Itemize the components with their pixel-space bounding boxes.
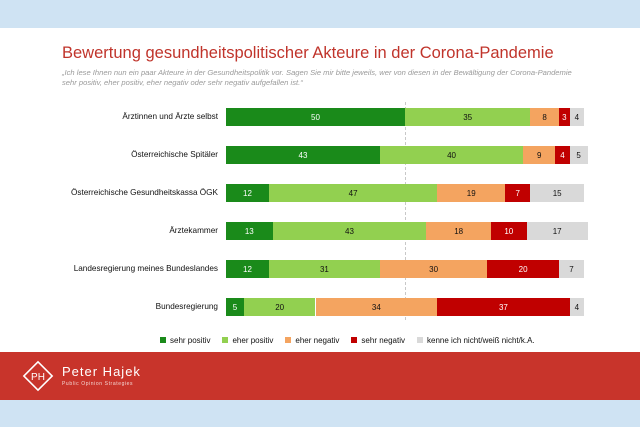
chart-legend: sehr positiv eher positiv eher negativ sehr…	[160, 333, 620, 347]
bar-kenne-ich-nicht-weiss-nicht-k-a: 7	[558, 260, 584, 278]
bar-value-label: 20	[275, 302, 285, 312]
bar-eher-negativ: 34	[315, 298, 438, 316]
bar-value-label: 40	[447, 150, 456, 160]
bar-kenne-ich-nicht-weiss-nicht-k-a: 5	[569, 146, 588, 164]
bar-sehr-negativ: 3	[558, 108, 570, 126]
bar-value-label: 19	[466, 188, 476, 198]
bar-value-label: 17	[552, 226, 562, 236]
bar-sehr-negativ: 20	[487, 260, 559, 278]
bar-value-label: 43	[298, 150, 308, 160]
legend-swatch	[222, 337, 229, 343]
legend-label: eher negativ	[295, 335, 340, 345]
bar-value-label: 12	[243, 188, 252, 198]
bar-eher-positiv: 20	[243, 298, 316, 316]
bar-sehr-negativ: 10	[490, 222, 527, 240]
bar-value-label: 4	[574, 112, 580, 122]
bar-eher-negativ: 9	[523, 146, 556, 164]
bar-value-label: 7	[515, 188, 520, 198]
bar-value-label: 5	[576, 150, 581, 160]
category-label: Österreichische Spitäler	[131, 150, 218, 159]
bar-value-label: 5	[232, 302, 238, 312]
bar-value-label: 20	[518, 264, 528, 274]
bar-value-label: 47	[348, 188, 358, 198]
legend-item-kenne-ich-nicht-weiss-nicht-k-a: kenne ich nicht/weiß nicht/k.A.	[417, 336, 535, 345]
legend-label: kenne ich nicht/weiß nicht/k.A.	[427, 335, 535, 345]
bar-value-label: 10	[504, 226, 514, 236]
category-label: Ärztinnen und Ärzte selbst	[122, 112, 218, 121]
category-label: Landesregierung meines Bundeslandes	[73, 264, 218, 273]
category-label: Bundesregierung	[155, 302, 218, 311]
bar-value-label: 34	[371, 302, 381, 312]
legend-swatch	[285, 337, 292, 343]
bar-eher-negativ: 30	[379, 260, 488, 278]
logo-letters: PH	[31, 372, 45, 383]
bar-sehr-positiv: 50	[226, 108, 405, 126]
bar-sehr-negativ: 7	[505, 184, 531, 202]
bar-value-label: 8	[542, 112, 547, 122]
bar-eher-positiv: 35	[405, 108, 531, 126]
legend-label: sehr positiv	[170, 335, 211, 345]
brand-subtitle: Public Opinion Strategies	[62, 381, 134, 387]
bar-value-label: 15	[552, 188, 562, 198]
bar-value-label: 31	[319, 264, 329, 274]
bar-sehr-positiv: 43	[226, 146, 380, 164]
ph-logo-icon: PH	[22, 360, 54, 392]
bar-value-label: 35	[463, 112, 473, 122]
bar-sehr-positiv: 13	[226, 222, 273, 240]
bar-sehr-positiv: 12	[226, 260, 269, 278]
bar-value-label: 7	[569, 264, 574, 274]
legend-swatch	[417, 337, 424, 343]
bar-sehr-positiv: 5	[226, 298, 244, 316]
bar-eher-negativ: 8	[530, 108, 559, 126]
brand-name: Peter Hajek	[62, 364, 141, 379]
bar-eher-positiv: 43	[272, 222, 427, 240]
bar-value-label: 4	[574, 302, 580, 312]
bar-sehr-positiv: 12	[226, 184, 269, 202]
bar-kenne-ich-nicht-weiss-nicht-k-a: 17	[526, 222, 588, 240]
top-band	[0, 0, 640, 28]
bar-value-label: 4	[560, 150, 565, 160]
legend-swatch	[160, 337, 166, 343]
legend-label: sehr negativ	[361, 335, 406, 345]
bar-eher-positiv: 31	[268, 260, 380, 278]
bar-eher-positiv: 47	[268, 184, 438, 202]
bar-eher-negativ: 19	[437, 184, 506, 202]
legend-item-eher-negativ: eher negativ	[285, 336, 339, 345]
bar-value-label: 50	[311, 112, 320, 122]
category-label: Ärztekammer	[169, 226, 218, 235]
chart-title: Bewertung gesundheitspolitischer Akteure…	[62, 44, 554, 62]
bar-value-label: 30	[429, 264, 439, 274]
bar-value-label: 13	[244, 226, 254, 236]
stacked-bar-chart: Ärztinnen und Ärzte selbst 50 35 8 3 4 Österre…	[0, 98, 640, 324]
bar-sehr-negativ: 37	[437, 298, 570, 316]
category-label: Österreichische Gesundheitskassa ÖGK	[71, 188, 218, 197]
legend-label: eher positiv	[232, 335, 274, 345]
bar-kenne-ich-nicht-weiss-nicht-k-a: 4	[569, 298, 584, 316]
legend-swatch	[351, 337, 358, 343]
bottom-band	[0, 400, 640, 427]
legend-item-eher-positiv: eher positiv	[222, 336, 273, 345]
bar-value-label: 3	[562, 112, 567, 122]
bar-eher-negativ: 18	[426, 222, 491, 240]
bar-kenne-ich-nicht-weiss-nicht-k-a: 4	[569, 108, 584, 126]
footer-band	[0, 352, 640, 400]
legend-item-sehr-negativ: sehr negativ	[351, 336, 405, 345]
bar-value-label: 9	[537, 150, 542, 160]
bar-value-label: 43	[345, 226, 354, 236]
bar-value-label: 12	[243, 264, 252, 274]
legend-item-sehr-positiv: sehr positiv	[160, 336, 210, 345]
bar-kenne-ich-nicht-weiss-nicht-k-a: 15	[530, 184, 584, 202]
bar-value-label: 37	[498, 302, 508, 312]
bar-value-label: 18	[454, 226, 464, 236]
bar-eher-positiv: 40	[379, 146, 524, 164]
midline-50	[405, 102, 406, 320]
bar-sehr-negativ: 4	[555, 146, 570, 164]
chart-subtitle: „Ich lese Ihnen nun ein paar Akteure in …	[62, 68, 572, 87]
